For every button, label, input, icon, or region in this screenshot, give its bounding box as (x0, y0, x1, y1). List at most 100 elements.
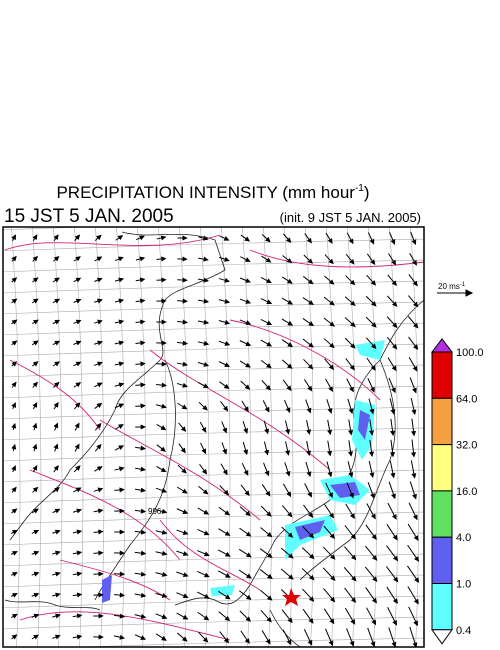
wind-arrow-head (202, 637, 209, 643)
wind-arrow-head (348, 429, 354, 436)
wind-arrow-head (246, 573, 252, 579)
wind-arrow-head (370, 513, 376, 520)
wind-arrow-head (285, 470, 291, 477)
wind-arrow-head (97, 508, 104, 514)
wind-arrow-head (75, 382, 82, 388)
meridian (53, 227, 63, 647)
wind-arrow-head (203, 256, 209, 262)
wind-arrow-head (308, 532, 315, 539)
wind-arrow-head (391, 493, 396, 500)
wind-arrow-head (203, 298, 210, 304)
parallel (3, 532, 424, 546)
wind-arrow-head (11, 255, 17, 262)
wind-arrow-head (96, 443, 102, 450)
wind-scale-text: 20 ms (438, 282, 460, 291)
wind-arrow-head (348, 451, 354, 457)
wind-arrow-head (203, 615, 210, 621)
meridian (179, 227, 189, 647)
wind-arrow-head (287, 320, 294, 326)
wind-arrow-head (244, 384, 251, 390)
wind-arrow-head (201, 468, 208, 475)
wind-arrow-head (181, 488, 188, 494)
wind-arrow-head (412, 365, 418, 372)
parallel (3, 511, 424, 525)
wind-arrow-head (349, 640, 355, 647)
colorbar-box (431, 397, 453, 446)
wind-arrow-head (32, 422, 38, 429)
wind-arrow-head (223, 383, 230, 390)
wind-arrow-head (140, 340, 146, 346)
wind-field (10, 231, 420, 647)
wind-arrow-head (413, 620, 418, 627)
wind-arrow-head (33, 592, 40, 598)
wind-arrow-head (372, 576, 378, 583)
wind-arrow-head (203, 530, 210, 536)
wind-arrow-head (54, 277, 60, 283)
wind-arrow-head (139, 298, 146, 304)
wind-arrow-head (329, 512, 335, 519)
wind-arrow-head (412, 493, 417, 500)
wind-arrow-head (33, 508, 39, 514)
wind-arrow-head (11, 340, 18, 346)
wind-arrow-head (203, 509, 210, 515)
wind-arrow-head (182, 614, 189, 620)
wind-arrow-head (264, 449, 270, 456)
wind-arrow-head (54, 486, 60, 493)
wind-arrow-head (224, 510, 231, 516)
wind-arrow-head (53, 402, 59, 408)
wind-arrow-head (74, 234, 81, 241)
wind-arrow-head (308, 321, 315, 327)
wind-arrow-head (329, 533, 335, 540)
wind-arrow-head (55, 613, 61, 619)
wind-arrow-head (54, 319, 61, 325)
wind-arrow-head (119, 634, 126, 640)
wind-arrow-head (182, 382, 189, 388)
wind-arrow-head (140, 424, 146, 430)
wind-arrow-head (287, 299, 294, 305)
wind-arrow-head (11, 319, 18, 325)
wind-arrow-head (201, 427, 207, 433)
wind-arrow-head (413, 598, 419, 605)
wind-arrow-head (245, 616, 251, 622)
wind-arrow-head (161, 488, 168, 493)
colorbar-box (431, 536, 453, 585)
wind-arrow-head (203, 361, 210, 367)
wind-arrow-head (266, 278, 272, 284)
wind-arrow-head (309, 574, 315, 581)
wind-arrow-head (140, 571, 147, 577)
wind-arrow-head (160, 446, 166, 452)
wind-arrow-head (371, 619, 377, 626)
wind-arrow-head (327, 471, 333, 478)
wind-arrow-head (286, 278, 293, 284)
meridian (305, 227, 315, 647)
meridian (74, 227, 84, 647)
wind-arrow-head (140, 466, 146, 472)
wind-arrow-head (412, 642, 418, 647)
wind-arrow-head (32, 381, 39, 388)
wind-arrow-head (389, 451, 396, 458)
meridian (221, 227, 231, 647)
parallel (3, 322, 424, 336)
wind-arrow-head (53, 422, 59, 429)
wind-arrow-head (97, 361, 103, 367)
wind-arrow-head (203, 551, 210, 557)
wind-arrow-head (308, 342, 314, 348)
wind-arrow-head (306, 407, 312, 414)
wind-arrow-head (161, 361, 167, 367)
wind-arrow-head (370, 365, 376, 371)
wind-arrow-head (411, 473, 417, 479)
wind-arrow-head (370, 259, 376, 266)
wind-arrow-head (264, 470, 270, 477)
wind-arrow-head (32, 443, 38, 450)
wind-arrow-head (12, 572, 18, 577)
wind-arrow-head (306, 429, 312, 435)
wind-arrow-head (224, 594, 231, 600)
wind-arrow-head (328, 640, 334, 647)
wind-arrow-head (32, 255, 39, 262)
wind-arrow-head (370, 493, 375, 499)
wind-arrow-head (203, 319, 210, 325)
wind-arrow-head (224, 256, 230, 262)
wind-arrow-head (140, 635, 147, 640)
wind-arrow-head (351, 575, 357, 582)
colorbar-box (431, 490, 453, 538)
